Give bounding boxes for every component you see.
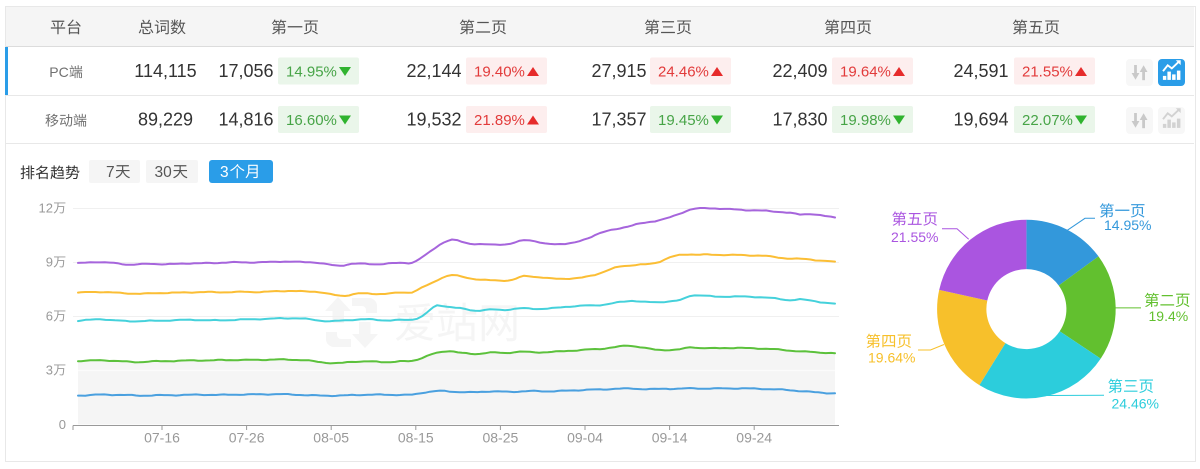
svg-text:17,056: 17,056 xyxy=(218,61,273,81)
svg-text:14.95%: 14.95% xyxy=(1104,217,1151,233)
svg-text:6: 6 xyxy=(46,308,53,323)
svg-text:PC: PC xyxy=(49,64,68,80)
svg-text:07-16: 07-16 xyxy=(144,430,180,446)
svg-text:22.07%: 22.07% xyxy=(1022,112,1073,129)
svg-text:14.95%: 14.95% xyxy=(286,63,337,80)
svg-text:19.40%: 19.40% xyxy=(474,63,525,80)
svg-text:19.64%: 19.64% xyxy=(868,350,915,366)
svg-text:3: 3 xyxy=(220,164,229,181)
svg-text:0: 0 xyxy=(59,417,66,432)
svg-text:14,816: 14,816 xyxy=(218,109,273,129)
svg-text:30: 30 xyxy=(155,164,173,181)
svg-text:3: 3 xyxy=(46,362,53,377)
svg-text:19,532: 19,532 xyxy=(406,109,461,129)
svg-text:89,229: 89,229 xyxy=(138,109,193,129)
svg-text:24.46%: 24.46% xyxy=(1112,395,1159,411)
svg-text:09-14: 09-14 xyxy=(652,430,688,446)
svg-text:21.55%: 21.55% xyxy=(1022,63,1073,80)
svg-text:22,144: 22,144 xyxy=(406,61,461,81)
svg-text:17,357: 17,357 xyxy=(591,109,646,129)
svg-text:08-15: 08-15 xyxy=(398,430,434,446)
svg-text:16.60%: 16.60% xyxy=(286,112,337,129)
svg-text:21.89%: 21.89% xyxy=(474,112,525,129)
svg-text:08-25: 08-25 xyxy=(482,430,518,446)
svg-text:9: 9 xyxy=(46,254,53,269)
svg-text:08-05: 08-05 xyxy=(313,430,349,446)
svg-text:19.64%: 19.64% xyxy=(840,63,891,80)
svg-text:114,115: 114,115 xyxy=(134,61,196,81)
svg-text:07-26: 07-26 xyxy=(229,430,265,446)
svg-text:24.46%: 24.46% xyxy=(658,63,709,80)
svg-text:19.98%: 19.98% xyxy=(840,112,891,129)
svg-text:22,409: 22,409 xyxy=(772,61,827,81)
svg-text:24,591: 24,591 xyxy=(953,61,1008,81)
svg-text:19,694: 19,694 xyxy=(953,109,1008,129)
svg-text:12: 12 xyxy=(39,200,53,215)
svg-text:19.4%: 19.4% xyxy=(1149,308,1189,324)
svg-text:19.45%: 19.45% xyxy=(658,112,709,129)
svg-text:7: 7 xyxy=(106,164,115,181)
svg-text:09-24: 09-24 xyxy=(736,430,772,446)
svg-text:09-04: 09-04 xyxy=(567,430,603,446)
svg-text:27,915: 27,915 xyxy=(591,61,646,81)
svg-text:21.55%: 21.55% xyxy=(891,229,938,245)
svg-text:17,830: 17,830 xyxy=(772,109,827,129)
